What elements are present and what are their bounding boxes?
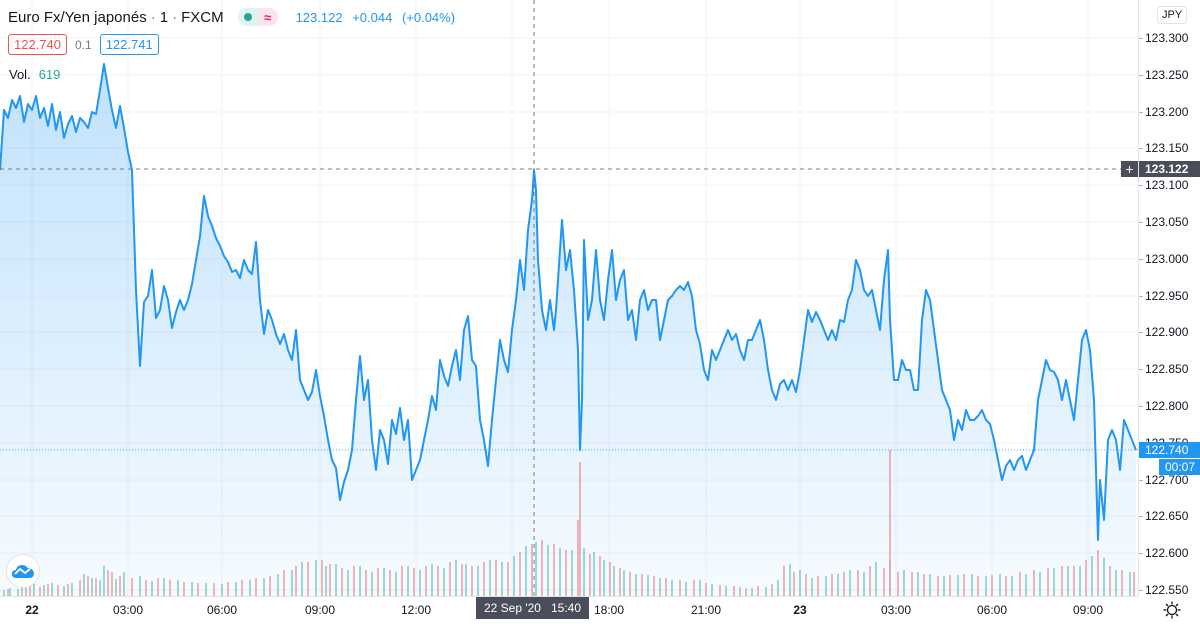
time-label: 03:00 (112, 603, 144, 617)
chart-pane[interactable]: Euro Fx/Yen japonés · 1 · FXCM ≈ 123.122… (0, 0, 1139, 596)
quote-summary: 123.122 +0.044 (+0.04%) (296, 10, 462, 25)
tick (1139, 185, 1143, 186)
gear-icon (1163, 601, 1181, 619)
price-label: 122.550 (1145, 583, 1189, 597)
tick (1139, 112, 1143, 113)
chart-settings-button[interactable] (1163, 601, 1181, 619)
price-change: +0.044 (352, 9, 393, 25)
time-label: 21:00 (690, 603, 722, 617)
volume-legend[interactable]: Vol. 619 (9, 67, 60, 82)
market-open-icon (237, 8, 258, 26)
bar-countdown-tag: 00:07 (1159, 459, 1200, 475)
volume-label: Vol. (9, 67, 31, 82)
tick (1139, 75, 1143, 76)
time-label: 23 (793, 603, 807, 617)
price-area (0, 64, 1136, 596)
tick (1139, 590, 1143, 591)
currency-button[interactable]: JPY (1157, 6, 1188, 24)
add-alert-plus-button[interactable]: + (1121, 161, 1138, 177)
price-label: 122.950 (1145, 289, 1189, 303)
price-label: 123.000 (1145, 252, 1189, 266)
volume-value: 619 (38, 67, 61, 82)
delayed-data-icon: ≈ (257, 8, 278, 26)
symbol-legend[interactable]: Euro Fx/Yen japonés · 1 · FXCM ≈ 123.122… (8, 8, 461, 26)
tick (1139, 516, 1143, 517)
time-label: 09:00 (304, 603, 336, 617)
price-label: 123.200 (1145, 105, 1189, 119)
tradingview-cloud-icon (12, 565, 34, 578)
buy-button[interactable]: 122.741 (99, 34, 159, 55)
price-label: 122.600 (1145, 546, 1189, 560)
time-label: 06:00 (206, 603, 238, 617)
spread: 0.1 (75, 37, 92, 52)
last-price-tag: 122.740 (1139, 442, 1200, 458)
crosshair-price-tag: 123.122 (1139, 161, 1200, 177)
separator: · (172, 8, 178, 26)
tick (1139, 259, 1143, 260)
price-change-percent: (+0.04%) (401, 9, 456, 25)
separator: · (150, 8, 156, 26)
time-label: 09:00 (1072, 603, 1104, 617)
time-axis[interactable]: 22 03:00 06:00 09:00 12:00 18:00 21:00 2… (0, 596, 1138, 624)
price-chart[interactable] (0, 0, 1138, 596)
price-label: 122.650 (1145, 509, 1189, 523)
price-label: 123.050 (1145, 215, 1189, 229)
price-label: 123.250 (1145, 68, 1189, 82)
tradingview-logo[interactable] (6, 554, 40, 588)
price-line (0, 63, 1137, 541)
price-label: 122.850 (1145, 362, 1189, 376)
price-label: 122.900 (1145, 325, 1189, 339)
time-label: 12:00 (400, 603, 432, 617)
price-label: 123.100 (1145, 178, 1189, 192)
last-price: 123.122 (295, 9, 343, 25)
tick (1139, 553, 1143, 554)
time-label: 03:00 (880, 603, 912, 617)
time-label: 22 (25, 603, 39, 617)
tick (1139, 38, 1143, 39)
time-label: 18:00 (593, 603, 625, 617)
price-label: 123.150 (1145, 141, 1189, 155)
price-label: 122.700 (1145, 473, 1189, 487)
sell-button[interactable]: 122.740 (8, 34, 67, 55)
tick (1139, 222, 1143, 223)
buy-sell-row: 122.740 0.1 122.741 (8, 34, 159, 55)
symbol-name[interactable]: Euro Fx/Yen japonés (8, 8, 147, 26)
tick (1139, 296, 1143, 297)
tick (1139, 480, 1143, 481)
crosshair-time-tag: 22 Sep '20 15:40 (476, 597, 589, 619)
tick (1139, 332, 1143, 333)
interval[interactable]: 1 (159, 8, 169, 26)
time-label: 06:00 (976, 603, 1008, 617)
price-label: 122.800 (1145, 399, 1189, 413)
market-status-pill[interactable]: ≈ (237, 8, 278, 26)
price-label: 123.300 (1145, 31, 1189, 45)
tick (1139, 406, 1143, 407)
exchange: FXCM (181, 8, 224, 26)
tick (1139, 148, 1143, 149)
price-axis[interactable]: JPY 123.300 123.250 123.200 123.150 123.… (1139, 0, 1200, 597)
tick (1139, 369, 1143, 370)
